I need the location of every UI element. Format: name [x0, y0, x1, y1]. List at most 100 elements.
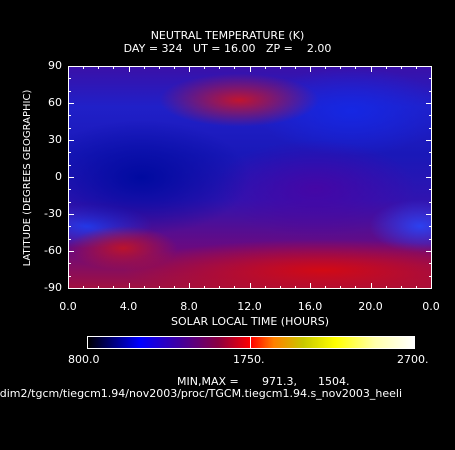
x-tick	[68, 66, 69, 72]
min-value: 971.3,	[262, 375, 297, 388]
x-minor-tick	[385, 66, 387, 69]
y-minor-tick	[429, 238, 432, 240]
x-minor-tick	[158, 66, 160, 69]
y-minor-tick	[68, 127, 71, 129]
x-minor-tick	[385, 286, 387, 289]
y-tick	[426, 214, 432, 215]
x-minor-tick	[219, 66, 221, 69]
x-tick-label: 8.0	[180, 300, 198, 313]
x-minor-tick	[400, 286, 402, 289]
colorbar	[87, 336, 415, 349]
x-minor-tick	[113, 286, 115, 289]
y-tick-label: 90	[48, 59, 62, 72]
y-tick	[426, 288, 432, 289]
y-tick-label: 0	[55, 170, 62, 183]
y-minor-tick	[429, 127, 432, 129]
x-tick	[249, 66, 251, 72]
y-minor-tick	[68, 226, 71, 228]
y-tick-label: 60	[48, 96, 62, 109]
x-minor-tick	[234, 66, 236, 69]
x-axis-label: SOLAR LOCAL TIME (HOURS)	[170, 315, 329, 328]
x-tick	[128, 66, 130, 72]
x-minor-tick	[400, 66, 402, 69]
x-tick	[249, 283, 251, 289]
x-tick	[370, 283, 372, 289]
y-minor-tick	[429, 275, 432, 277]
x-minor-tick	[98, 66, 100, 69]
x-tick	[128, 283, 130, 289]
y-tick	[426, 177, 432, 178]
y-minor-tick	[68, 152, 71, 154]
colorbar-mid-label: 1750.	[233, 353, 265, 366]
x-minor-tick	[83, 286, 85, 289]
x-minor-tick	[264, 66, 266, 69]
y-tick	[68, 103, 74, 104]
y-tick	[68, 177, 74, 178]
y-tick	[68, 251, 74, 252]
x-minor-tick	[204, 66, 206, 69]
y-minor-tick	[68, 189, 71, 191]
chart-title: NEUTRAL TEMPERATURE (K)	[150, 29, 305, 42]
y-tick	[426, 103, 432, 104]
heatmap-plot-area	[68, 66, 432, 289]
y-tick	[68, 66, 74, 67]
colorbar-min-label: 800.0	[68, 353, 100, 366]
x-tick	[370, 66, 372, 72]
y-minor-tick	[429, 90, 432, 92]
x-minor-tick	[158, 286, 160, 289]
x-minor-tick	[340, 286, 342, 289]
file-path: /dim2/tgcm/tiegcm1.94/nov2003/proc/TGCM.…	[0, 387, 403, 400]
x-minor-tick	[415, 66, 417, 69]
x-minor-tick	[173, 286, 175, 289]
colorbar-max-label: 2700.	[397, 353, 429, 366]
x-tick-label: 16.0	[297, 300, 323, 313]
y-minor-tick	[429, 226, 432, 228]
x-tick	[431, 66, 432, 72]
x-minor-tick	[143, 286, 145, 289]
y-minor-tick	[68, 263, 71, 265]
y-minor-tick	[429, 201, 432, 203]
x-tick	[310, 66, 311, 72]
x-tick	[68, 283, 69, 289]
y-minor-tick	[68, 90, 71, 92]
y-minor-tick	[68, 164, 71, 166]
x-tick-label: 0.0	[59, 300, 77, 313]
y-axis-label: LATITUDE (DEGREES GEOGRAPHIC)	[22, 89, 33, 267]
x-minor-tick	[340, 66, 342, 69]
x-tick-label: 0.0	[422, 300, 440, 313]
y-tick-label: 30	[48, 133, 62, 146]
x-tick-label: 20.0	[358, 300, 383, 313]
x-tick-label: 12.0	[237, 300, 262, 313]
y-tick	[68, 288, 74, 289]
y-tick-label: -90	[44, 281, 62, 294]
y-minor-tick	[429, 152, 432, 154]
y-minor-tick	[68, 115, 71, 117]
y-tick-label: -60	[44, 244, 62, 257]
chart-subtitle: DAY = 324 UT = 16.00 ZP = 2.00	[123, 42, 332, 55]
y-tick-label: -30	[44, 207, 62, 220]
x-tick	[310, 283, 311, 289]
y-minor-tick	[429, 263, 432, 265]
x-minor-tick	[294, 286, 296, 289]
x-tick	[189, 283, 190, 289]
y-tick	[426, 140, 432, 141]
y-minor-tick	[429, 164, 432, 166]
y-minor-tick	[429, 189, 432, 191]
x-minor-tick	[219, 286, 221, 289]
colorbar-mid-marker	[250, 336, 251, 349]
max-value: 1504.	[318, 375, 350, 388]
x-minor-tick	[279, 286, 281, 289]
y-minor-tick	[429, 115, 432, 117]
x-minor-tick	[415, 286, 417, 289]
y-tick	[68, 214, 74, 215]
x-minor-tick	[113, 66, 115, 69]
y-minor-tick	[68, 238, 71, 240]
y-tick	[426, 251, 432, 252]
x-minor-tick	[325, 66, 327, 69]
y-tick	[426, 66, 432, 67]
y-minor-tick	[68, 201, 71, 203]
minmax-label: MIN,MAX =	[177, 375, 239, 388]
x-minor-tick	[204, 286, 206, 289]
x-tick	[189, 66, 190, 72]
y-minor-tick	[68, 78, 71, 80]
